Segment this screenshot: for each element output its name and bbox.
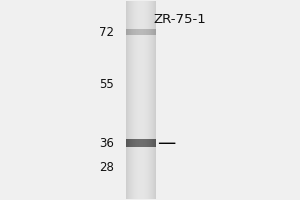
Bar bbox=[126, 29, 127, 35]
Bar bbox=[128, 139, 129, 147]
Bar bbox=[138, 29, 139, 35]
Bar bbox=[142, 1, 143, 199]
Bar bbox=[132, 1, 133, 199]
Bar bbox=[138, 1, 139, 199]
Bar bbox=[127, 29, 128, 35]
Bar bbox=[150, 139, 151, 147]
Bar bbox=[147, 29, 148, 35]
Bar bbox=[137, 139, 138, 147]
Bar bbox=[150, 1, 151, 199]
Bar bbox=[139, 139, 140, 147]
Bar bbox=[145, 1, 146, 199]
Bar bbox=[146, 1, 147, 199]
Bar bbox=[131, 29, 132, 35]
Bar bbox=[143, 1, 144, 199]
Bar bbox=[148, 139, 149, 147]
Bar bbox=[131, 1, 132, 199]
Bar bbox=[131, 139, 132, 147]
Bar bbox=[154, 29, 155, 35]
Bar bbox=[154, 139, 155, 147]
Bar bbox=[137, 1, 138, 199]
Bar bbox=[128, 29, 129, 35]
Bar bbox=[153, 139, 154, 147]
Bar bbox=[126, 139, 127, 147]
Text: 72: 72 bbox=[99, 26, 114, 39]
Bar bbox=[141, 139, 142, 147]
Bar bbox=[129, 139, 130, 147]
Bar bbox=[151, 29, 152, 35]
Bar bbox=[140, 29, 141, 35]
Bar bbox=[151, 1, 152, 199]
Bar bbox=[145, 139, 146, 147]
Bar bbox=[151, 139, 152, 147]
Bar bbox=[144, 1, 145, 199]
Bar bbox=[135, 1, 136, 199]
Bar bbox=[153, 1, 154, 199]
Bar bbox=[155, 1, 156, 199]
Bar bbox=[139, 1, 140, 199]
Bar bbox=[136, 1, 137, 199]
Bar bbox=[147, 1, 148, 199]
Bar bbox=[141, 29, 142, 35]
Bar bbox=[149, 29, 150, 35]
Bar bbox=[136, 139, 137, 147]
Bar bbox=[138, 139, 139, 147]
Bar bbox=[140, 139, 141, 147]
Bar bbox=[136, 29, 137, 35]
Bar bbox=[134, 29, 135, 35]
Bar bbox=[126, 1, 127, 199]
Bar bbox=[133, 1, 134, 199]
Bar bbox=[130, 1, 131, 199]
Bar bbox=[154, 1, 155, 199]
Bar bbox=[127, 139, 128, 147]
Bar bbox=[155, 139, 156, 147]
Bar bbox=[133, 139, 134, 147]
Bar bbox=[150, 29, 151, 35]
Bar bbox=[127, 1, 128, 199]
Bar bbox=[149, 139, 150, 147]
Bar bbox=[148, 1, 149, 199]
Text: ZR-75-1: ZR-75-1 bbox=[153, 13, 206, 26]
Bar bbox=[142, 29, 143, 35]
Bar bbox=[134, 139, 135, 147]
Bar bbox=[153, 29, 154, 35]
Bar bbox=[148, 29, 149, 35]
Bar bbox=[129, 29, 130, 35]
Bar bbox=[143, 139, 144, 147]
Text: 28: 28 bbox=[100, 161, 114, 174]
Text: 55: 55 bbox=[100, 78, 114, 91]
Bar bbox=[142, 139, 143, 147]
Bar bbox=[132, 139, 133, 147]
Bar bbox=[147, 139, 148, 147]
Bar bbox=[145, 29, 146, 35]
Bar bbox=[152, 139, 153, 147]
Bar bbox=[137, 29, 138, 35]
Bar bbox=[139, 29, 140, 35]
Bar bbox=[129, 1, 130, 199]
Bar bbox=[133, 29, 134, 35]
Bar bbox=[144, 29, 145, 35]
Bar bbox=[146, 29, 147, 35]
Bar bbox=[128, 1, 129, 199]
Bar bbox=[130, 139, 131, 147]
Bar bbox=[132, 29, 133, 35]
Bar bbox=[140, 1, 141, 199]
Bar bbox=[155, 29, 156, 35]
Bar bbox=[135, 139, 136, 147]
Bar bbox=[149, 1, 150, 199]
Bar bbox=[152, 1, 153, 199]
Bar bbox=[152, 29, 153, 35]
Bar bbox=[144, 139, 145, 147]
Bar bbox=[143, 29, 144, 35]
Bar bbox=[134, 1, 135, 199]
Text: 36: 36 bbox=[100, 137, 114, 150]
Bar bbox=[130, 29, 131, 35]
Bar bbox=[146, 139, 147, 147]
Bar bbox=[141, 1, 142, 199]
Bar bbox=[135, 29, 136, 35]
